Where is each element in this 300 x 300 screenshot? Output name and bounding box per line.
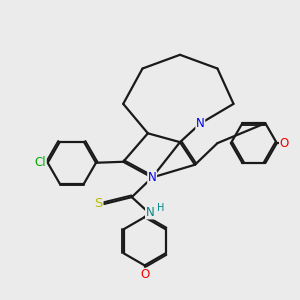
Text: N: N xyxy=(148,171,157,184)
Text: O: O xyxy=(280,136,289,150)
Text: H: H xyxy=(157,203,164,214)
Text: O: O xyxy=(140,268,149,281)
Text: N: N xyxy=(196,117,205,130)
Text: Cl: Cl xyxy=(34,156,46,169)
Text: S: S xyxy=(94,197,103,211)
Text: N: N xyxy=(146,206,154,219)
